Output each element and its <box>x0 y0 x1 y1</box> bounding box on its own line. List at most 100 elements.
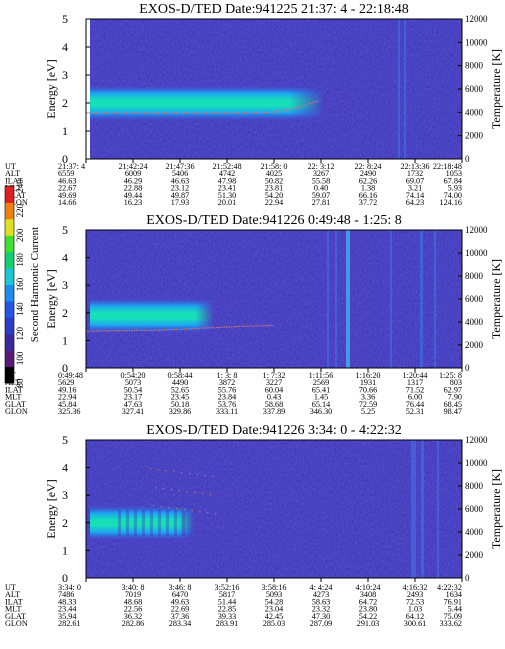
ephemeris-cell: 22:18:48 <box>433 162 462 171</box>
y2-tick-label: 12000 <box>465 225 488 235</box>
colorbar-segment <box>5 333 14 351</box>
ephemeris-cell: 23.45 <box>171 393 189 402</box>
ephemeris-cell: 1.38 <box>361 184 375 193</box>
ephemeris-row-label: ILAT <box>5 597 23 606</box>
ephemeris-cell: 69.07 <box>406 176 424 185</box>
ephemeris-cell: 20.01 <box>218 198 236 207</box>
y-tick-label: 1 <box>62 333 68 347</box>
ephemeris-cell: 37.72 <box>359 198 377 207</box>
temperature-point <box>178 490 180 492</box>
panel-title: EXOS-D/TED Date:941226 3:34: 0 - 4:22:32 <box>146 423 401 438</box>
streak <box>420 230 423 368</box>
ephemeris-cell: 1931 <box>360 378 376 387</box>
ephemeris-cell: 1053 <box>446 169 462 178</box>
y-tick-label: 0 <box>62 571 68 585</box>
ephemeris-cell: 1:16:20 <box>355 371 380 380</box>
ephemeris-cell: 4:22:32 <box>437 583 462 592</box>
y2-tick-label: 10000 <box>465 458 488 468</box>
temperature-point <box>202 493 204 495</box>
ephemeris-cell: 1.45 <box>314 393 328 402</box>
ephemeris-cell: 39.33 <box>218 612 236 621</box>
colorbar-tick-label: 100 <box>15 351 25 365</box>
colorbar-segment <box>5 251 14 269</box>
colorbar-frame <box>4 185 15 384</box>
ephemeris-cell: 50.82 <box>265 176 283 185</box>
temperature-point <box>152 505 154 507</box>
band-stripe <box>150 509 153 536</box>
ephemeris-cell: 337.89 <box>263 407 286 416</box>
ephemeris-row-label: UT <box>5 583 16 592</box>
temperature-point <box>165 470 167 472</box>
ephemeris-cell: 5817 <box>219 590 235 599</box>
ephemeris-cell: 64.12 <box>406 612 424 621</box>
ephemeris-cell: 67.84 <box>444 176 462 185</box>
ephemeris-row-label: MLT <box>5 605 22 614</box>
ephemeris-cell: 124.16 <box>439 198 462 207</box>
ephemeris-cell: 21:52:48 <box>212 162 241 171</box>
y2-tick-label: 6000 <box>465 84 484 94</box>
ephemeris-cell: 1.03 <box>408 605 422 614</box>
ephemeris-cell: 333.62 <box>439 619 462 628</box>
y-tick-label: 3 <box>62 278 68 292</box>
ephemeris-cell: 4273 <box>313 590 329 599</box>
ephemeris-cell: 6559 <box>58 169 74 178</box>
colorbar-segment <box>5 202 14 220</box>
y2-tick-label: 2000 <box>465 550 484 560</box>
streak <box>404 19 406 159</box>
y2-tick-label: 10000 <box>465 37 488 47</box>
ephemeris-cell: 65.14 <box>312 400 330 409</box>
ephemeris-cell: 49.69 <box>58 191 76 200</box>
ephemeris-cell: 285.03 <box>263 619 286 628</box>
ephemeris-cell: 54.22 <box>359 612 377 621</box>
ephemeris-cell: 22.85 <box>218 605 236 614</box>
ephemeris-cell: 0.43 <box>267 393 281 402</box>
temperature-point <box>196 474 198 476</box>
ephemeris-cell: 46.63 <box>171 176 189 185</box>
ephemeris-cell: 45.84 <box>58 400 76 409</box>
colorbar-tick-label: 240 <box>15 179 25 193</box>
ephemeris-cell: 4:16:32 <box>402 583 427 592</box>
y2-tick-label: 2000 <box>465 340 484 350</box>
ephemeris-cell: 59.07 <box>312 191 330 200</box>
ephemeris-cell: 3:34: 0 <box>58 583 81 592</box>
y2-axis-title: Temperature [K] <box>489 469 503 549</box>
ephemeris-cell: 327.41 <box>122 407 145 416</box>
band-stripe <box>182 509 185 536</box>
y-tick-label: 1 <box>62 124 68 138</box>
colorbar-tick-label: 180 <box>15 253 25 267</box>
ephemeris-cell: 47.30 <box>312 612 330 621</box>
ephemeris-cell: 22:13:36 <box>400 162 429 171</box>
temperature-point <box>191 510 193 512</box>
ephemeris-cell: 4025 <box>266 169 282 178</box>
colorbar-segment <box>5 235 14 253</box>
temperature-point <box>204 475 206 477</box>
ephemeris-cell: 58.63 <box>312 597 330 606</box>
ephemeris-cell: 1634 <box>446 590 462 599</box>
ephemeris-cell: 1732 <box>407 169 423 178</box>
ephemeris-row-label: GLAT <box>5 191 26 200</box>
ephemeris-cell: 48.33 <box>58 597 76 606</box>
streak <box>421 440 424 578</box>
ephemeris-cell: 7019 <box>125 590 141 599</box>
ephemeris-cell: 21:37: 4 <box>58 162 85 171</box>
y-tick-label: 4 <box>62 461 68 475</box>
ephemeris-cell: 70.66 <box>359 385 377 394</box>
y-tick-label: 5 <box>62 12 68 26</box>
ephemeris-cell: 7486 <box>58 590 74 599</box>
ephemeris-cell: 62.97 <box>444 385 462 394</box>
ephemeris-cell: 49.16 <box>58 385 76 394</box>
ephemeris-cell: 51.44 <box>218 597 236 606</box>
band-stripe <box>142 509 145 536</box>
ephemeris-cell: 21:47:36 <box>165 162 194 171</box>
y-tick-label: 2 <box>62 306 68 320</box>
ephemeris-cell: 54.20 <box>265 191 283 200</box>
colorbar: 80 100 120 140 160 180 200 220 240 Second Harmoni… <box>4 179 41 388</box>
ephemeris-row-label: GLON <box>5 407 28 416</box>
ephemeris-cell: 4: 4:24 <box>310 583 333 592</box>
temperature-point <box>181 472 183 474</box>
ephemeris-cell: 55.58 <box>312 176 330 185</box>
ephemeris-cell: 2493 <box>407 590 423 599</box>
energy-band <box>90 85 324 121</box>
ephemeris-cell: 46.29 <box>124 176 142 185</box>
